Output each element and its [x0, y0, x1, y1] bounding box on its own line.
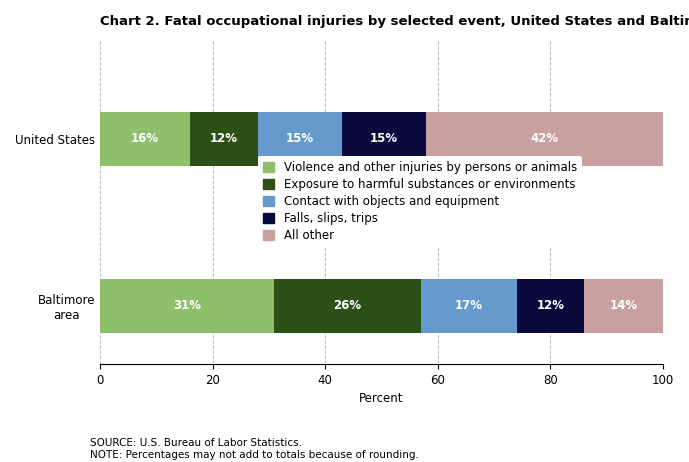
Bar: [421, 279, 517, 333]
Bar: [100, 279, 274, 333]
Bar: [274, 279, 421, 333]
Text: 26%: 26%: [333, 299, 362, 312]
Text: 31%: 31%: [173, 299, 201, 312]
Bar: [426, 112, 663, 166]
Bar: [190, 112, 258, 166]
Text: 14%: 14%: [609, 299, 637, 312]
Legend: Violence and other injuries by persons or animals, Exposure to harmful substance: Violence and other injuries by persons o…: [258, 156, 582, 247]
Bar: [584, 279, 663, 333]
Text: 17%: 17%: [455, 299, 483, 312]
Text: 15%: 15%: [286, 133, 314, 146]
X-axis label: Percent: Percent: [359, 392, 404, 406]
Bar: [258, 112, 342, 166]
Text: 12%: 12%: [210, 133, 238, 146]
Text: 15%: 15%: [370, 133, 398, 146]
Text: 16%: 16%: [131, 133, 159, 146]
Text: Chart 2. Fatal occupational injuries by selected event, United States and Baltim: Chart 2. Fatal occupational injuries by …: [100, 15, 689, 28]
Bar: [100, 112, 190, 166]
Text: SOURCE: U.S. Bureau of Labor Statistics.
NOTE: Percentages may not add to totals: SOURCE: U.S. Bureau of Labor Statistics.…: [90, 438, 418, 460]
Text: 42%: 42%: [531, 133, 559, 146]
Bar: [517, 279, 584, 333]
Bar: [342, 112, 426, 166]
Text: 12%: 12%: [536, 299, 564, 312]
